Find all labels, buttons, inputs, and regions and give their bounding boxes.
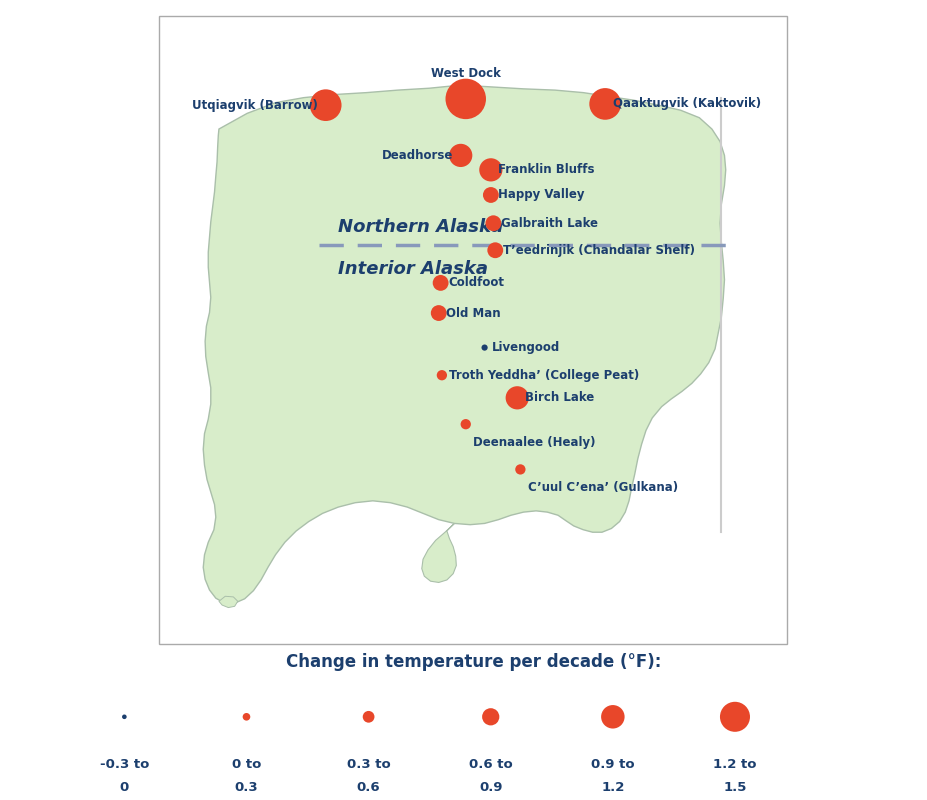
- Text: Utqiagvik (Barrow): Utqiagvik (Barrow): [192, 98, 318, 112]
- Point: [727, 710, 742, 723]
- Point: [452, 149, 467, 162]
- Point: [486, 217, 501, 230]
- Text: West Dock: West Dock: [430, 67, 501, 80]
- Text: Change in temperature per decade (°F):: Change in temperature per decade (°F):: [286, 653, 660, 670]
- Text: Interior Alaska: Interior Alaska: [338, 260, 488, 278]
- Text: Galbraith Lake: Galbraith Lake: [501, 217, 597, 230]
- Point: [239, 710, 254, 723]
- Text: 1.2: 1.2: [601, 781, 624, 794]
- Point: [434, 369, 449, 382]
- Text: 0.9: 0.9: [478, 781, 502, 794]
- Text: T’eedrinjik (Chandalar Shelf): T’eedrinjik (Chandalar Shelf): [502, 244, 694, 257]
- Polygon shape: [219, 596, 237, 607]
- Text: 0.6 to: 0.6 to: [468, 758, 512, 771]
- Text: Troth Yeddha’ (College Peat): Troth Yeddha’ (College Peat): [449, 369, 639, 382]
- Point: [433, 277, 448, 290]
- Point: [458, 93, 473, 106]
- Text: 0.6: 0.6: [356, 781, 380, 794]
- Text: Qaaktugvik (Kaktovik): Qaaktugvik (Kaktovik): [612, 98, 760, 110]
- Point: [513, 463, 527, 476]
- Point: [604, 710, 619, 723]
- Point: [318, 98, 333, 111]
- Text: Coldfoot: Coldfoot: [448, 277, 503, 290]
- Text: Livengood: Livengood: [491, 341, 560, 354]
- Point: [483, 710, 498, 723]
- Text: Deenaalee (Healy): Deenaalee (Healy): [473, 435, 595, 449]
- Text: Franklin Bluffs: Franklin Bluffs: [498, 163, 594, 176]
- Point: [483, 189, 498, 202]
- Text: 1.2 to: 1.2 to: [713, 758, 756, 771]
- Text: 1.5: 1.5: [722, 781, 746, 794]
- Text: C’uul C’ena’ (Gulkana): C’uul C’ena’ (Gulkana): [527, 481, 678, 494]
- Text: 0.3 to: 0.3 to: [347, 758, 390, 771]
- Text: Deadhorse: Deadhorse: [381, 149, 452, 162]
- Text: Happy Valley: Happy Valley: [498, 189, 584, 202]
- Point: [431, 306, 446, 319]
- Point: [509, 391, 524, 404]
- Text: 0: 0: [120, 781, 129, 794]
- Text: 0.9 to: 0.9 to: [590, 758, 634, 771]
- Point: [117, 710, 132, 723]
- Text: Birch Lake: Birch Lake: [524, 391, 593, 404]
- Point: [488, 244, 502, 257]
- Text: 0 to: 0 to: [232, 758, 260, 771]
- Text: Old Man: Old Man: [446, 306, 501, 319]
- Text: 0.3: 0.3: [235, 781, 258, 794]
- Point: [483, 163, 498, 176]
- Polygon shape: [422, 523, 456, 582]
- Point: [597, 98, 612, 110]
- Point: [458, 418, 473, 430]
- Text: Northern Alaska: Northern Alaska: [338, 218, 502, 236]
- Point: [361, 710, 375, 723]
- Text: -0.3 to: -0.3 to: [99, 758, 149, 771]
- Polygon shape: [203, 85, 725, 603]
- Point: [476, 341, 491, 354]
